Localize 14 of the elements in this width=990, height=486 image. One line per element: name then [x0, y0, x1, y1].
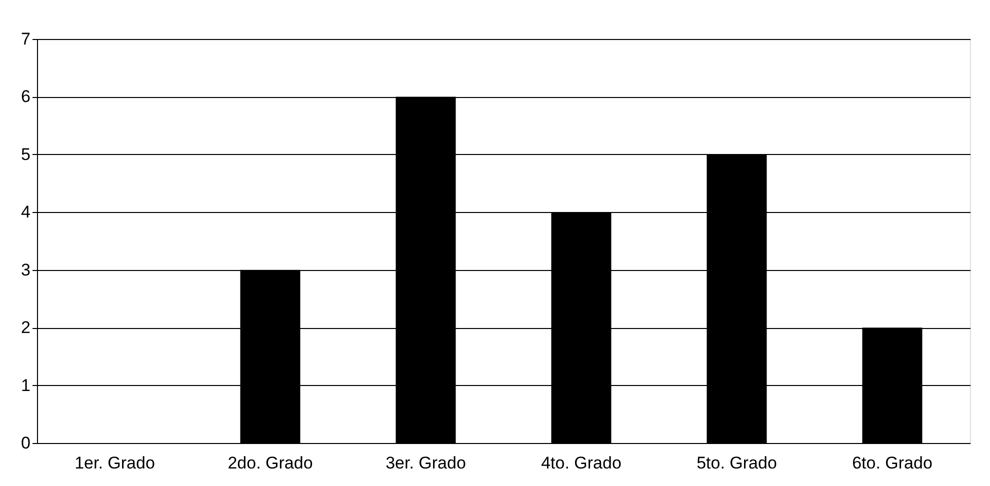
x-tick-label: 2do. Grado [228, 454, 313, 472]
y-tick-label: 4 [21, 202, 30, 222]
y-tick-label: 0 [21, 434, 30, 452]
x-tick-label: 1er. Grado [74, 454, 155, 472]
x-tick-label: 5to. Grado [696, 454, 777, 472]
x-tick-label: 4to. Grado [541, 454, 622, 472]
x-tick-label: 6to. Grado [852, 454, 932, 472]
y-tick-label: 5 [21, 144, 30, 164]
y-tick-label: 7 [21, 30, 30, 48]
y-tick-label: 6 [21, 87, 30, 106]
x-tick-label: 3er. Grado [386, 454, 466, 472]
y-tick-label: 2 [21, 318, 30, 338]
y-tick-label: 1 [21, 376, 30, 395]
y-tick-label: 3 [21, 260, 30, 280]
